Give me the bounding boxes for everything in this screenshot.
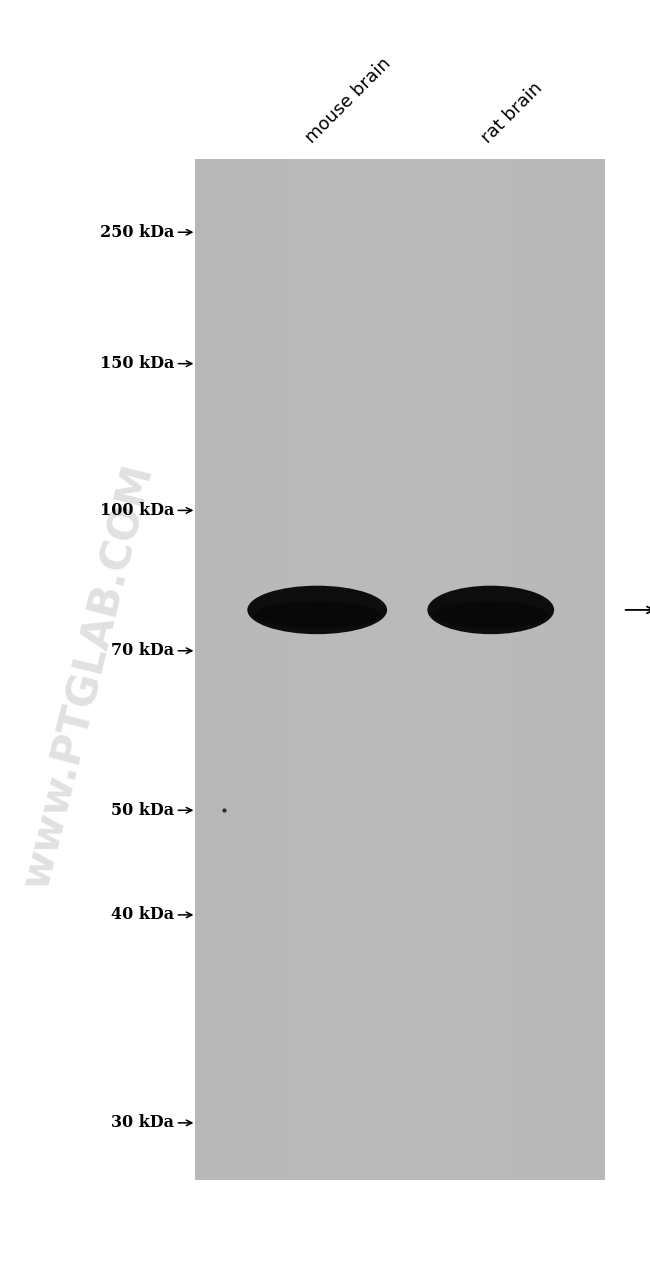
- Text: 30 kDa: 30 kDa: [111, 1114, 174, 1132]
- Ellipse shape: [247, 586, 387, 634]
- Text: 50 kDa: 50 kDa: [111, 801, 174, 819]
- Text: 100 kDa: 100 kDa: [100, 501, 174, 519]
- Ellipse shape: [428, 586, 554, 634]
- Text: 70 kDa: 70 kDa: [111, 642, 174, 660]
- Text: www.PTGLAB.COM: www.PTGLAB.COM: [14, 459, 161, 893]
- Ellipse shape: [254, 601, 380, 628]
- Bar: [195, 160, 604, 1180]
- Text: 250 kDa: 250 kDa: [100, 223, 174, 241]
- Ellipse shape: [434, 601, 548, 628]
- Text: mouse brain: mouse brain: [302, 55, 395, 147]
- Text: 150 kDa: 150 kDa: [100, 355, 174, 373]
- Text: 40 kDa: 40 kDa: [111, 906, 174, 924]
- Text: rat brain: rat brain: [478, 79, 546, 147]
